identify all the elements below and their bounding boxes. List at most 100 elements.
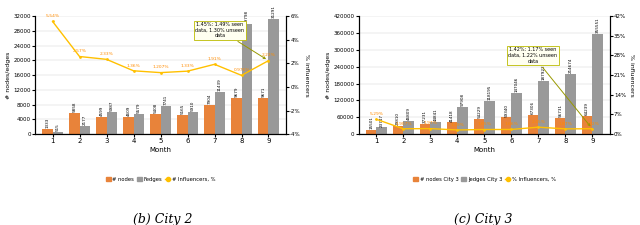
Bar [403,121,413,134]
Y-axis label: # nodes/edges: # nodes/edges [326,51,331,99]
Text: 2.33%: 2.33% [100,52,113,56]
Text: 29798: 29798 [244,10,248,23]
Bar [204,105,214,134]
Bar [511,93,522,134]
Bar [376,127,387,134]
Text: 2.22%: 2.22% [262,54,275,57]
Text: 4599: 4599 [99,106,104,116]
Bar [555,118,565,134]
Bar [214,92,225,134]
Text: 31291: 31291 [271,5,276,18]
Bar [177,115,188,134]
Y-axis label: % influencers: % influencers [630,54,634,97]
Legend: # nodes, Fedges, # Influencers, %: # nodes, Fedges, # Influencers, % [104,175,218,184]
Text: 97908: 97908 [460,92,465,106]
Text: 54229: 54229 [477,105,481,118]
Text: 1.45%: 1.49% seen
data, 1.30% unseen
data: 1.45%: 1.49% seen data, 1.30% unseen dat… [195,22,265,58]
Bar [458,107,468,134]
Text: 355551: 355551 [595,18,600,33]
Text: (c) City 3: (c) City 3 [454,213,513,225]
Text: 214674: 214674 [568,57,572,73]
Bar [474,119,484,134]
Bar [565,74,575,134]
Bar [134,114,144,134]
Text: 46809: 46809 [406,107,410,120]
Text: 515: 515 [56,124,60,131]
Text: 1.66%: 1.66% [504,122,518,126]
Text: 1.33%: 1.33% [180,64,195,68]
Bar [106,112,116,134]
Text: 2177: 2177 [83,115,86,125]
X-axis label: Month: Month [474,147,495,153]
Text: 1.91%: 1.91% [207,57,221,61]
X-axis label: Month: Month [150,147,172,153]
Bar [96,117,106,134]
Text: 1.36%: 1.36% [127,64,140,68]
Bar [592,34,602,134]
Text: 187922: 187922 [541,65,545,80]
Bar [241,24,252,134]
Bar [231,98,241,134]
Text: 0.976%: 0.976% [233,68,250,72]
Bar [258,98,269,134]
Text: 1.907%: 1.907% [395,122,412,126]
Bar [42,129,52,134]
Text: 5987: 5987 [109,101,114,111]
Text: 118195: 118195 [488,85,492,100]
Text: 5.29%: 5.29% [369,112,383,116]
Text: 11439: 11439 [218,78,221,91]
Text: 5165: 5165 [180,104,184,114]
Bar [188,112,198,134]
Text: 7741: 7741 [164,94,168,105]
Y-axis label: # nodes/edges: # nodes/edges [6,51,10,99]
Text: 15501: 15501 [369,116,373,129]
Text: 1.65%: 1.65% [477,122,492,126]
Bar [430,122,440,134]
Bar [538,81,548,134]
Bar [420,124,430,134]
Bar [150,114,161,134]
Text: 56731: 56731 [558,104,562,117]
Text: 1.97%: 1.97% [424,122,437,125]
Bar [69,112,79,134]
Bar [124,117,134,134]
Text: 7904: 7904 [207,94,211,104]
Text: 5910: 5910 [191,101,195,111]
Text: 41418: 41418 [450,109,454,122]
Bar [484,101,495,134]
Text: 1.42%: 1.17% seen
data, 1.22% unseen
data: 1.42%: 1.17% seen data, 1.22% unseen dat… [508,47,590,126]
Text: 5408: 5408 [154,103,157,113]
Text: 1.87%: 1.87% [559,122,572,126]
Y-axis label: % influencers: % influencers [304,54,309,97]
Bar [269,19,279,134]
Bar [447,122,458,134]
Bar [582,116,592,134]
Text: 59340: 59340 [504,104,508,117]
Text: 1.207%: 1.207% [152,65,169,70]
Text: 67306: 67306 [531,101,535,114]
Text: (b) City 2: (b) City 2 [134,213,193,225]
Text: 37231: 37231 [423,110,427,123]
Text: 2.45%: 2.45% [531,120,545,124]
Text: 29810: 29810 [396,112,400,125]
Text: 1333: 1333 [45,118,49,128]
Text: 1.92%: 1.92% [586,122,599,126]
Text: 4609: 4609 [126,106,131,116]
Text: 44841: 44841 [433,108,437,121]
Text: 5.54%: 5.54% [45,14,60,18]
Bar [528,115,538,134]
Text: 2.57%: 2.57% [72,49,86,53]
Bar [393,126,403,134]
Bar [366,130,376,134]
Bar [161,106,171,134]
Bar [501,117,511,134]
Bar [79,126,90,134]
Text: 5579: 5579 [137,102,141,112]
Text: 147046: 147046 [515,76,518,92]
Text: 5858: 5858 [72,101,76,112]
Text: 1.49%: 1.49% [451,123,464,127]
Legend: # nodes City 3, Jedges City 3, % Influencers, %: # nodes City 3, Jedges City 3, % Influen… [411,175,558,184]
Text: 64239: 64239 [585,102,589,115]
Text: 9679: 9679 [234,87,238,97]
Bar [52,132,63,134]
